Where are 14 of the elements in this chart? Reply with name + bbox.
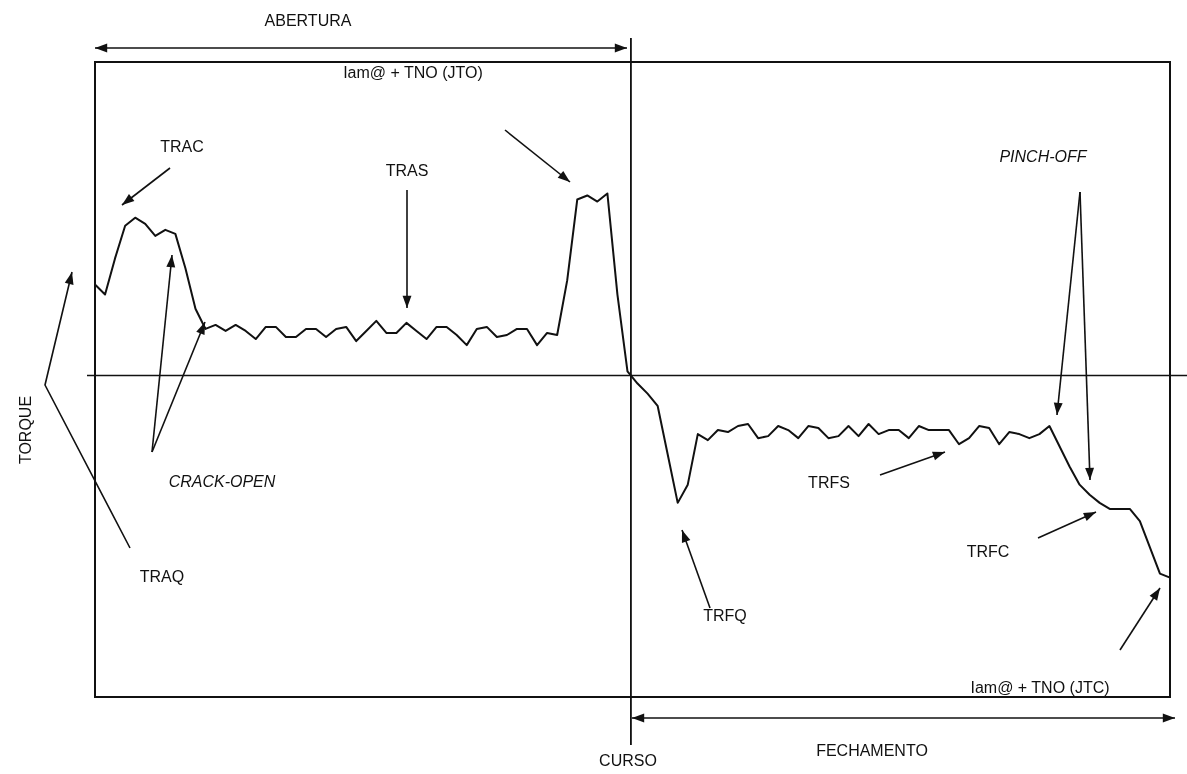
y-axis-title: TORQUE [17,395,35,465]
text: Iam@ + TNO (JTO) [343,64,483,82]
text: TRAS [385,162,429,180]
text: PINCH-OFF [999,148,1088,166]
text: FECHAMENTO [816,742,928,760]
annotation: TRFS [808,474,850,492]
annotation: TRAQ [139,568,185,586]
text: TRFQ [703,607,747,625]
text: TRAC [160,138,204,156]
annotation: TRFC [966,543,1010,561]
text: Iam@ + TNO (JTC) [970,679,1110,697]
text: CURSO [599,752,657,770]
text: ABERTURA [264,12,352,30]
annotation: CRACK-OPEN [168,473,276,491]
